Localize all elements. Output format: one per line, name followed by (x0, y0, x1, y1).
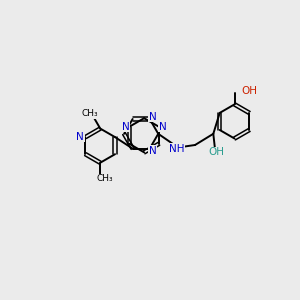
Text: NH: NH (169, 144, 184, 154)
Text: OH: OH (241, 86, 257, 96)
Text: N: N (122, 122, 129, 132)
Text: N: N (149, 112, 157, 122)
Text: CH₃: CH₃ (82, 110, 98, 118)
Text: N: N (149, 146, 157, 156)
Text: CH₃: CH₃ (97, 174, 114, 183)
Text: N: N (159, 122, 166, 132)
Text: N: N (76, 131, 84, 142)
Text: OH: OH (208, 147, 224, 157)
